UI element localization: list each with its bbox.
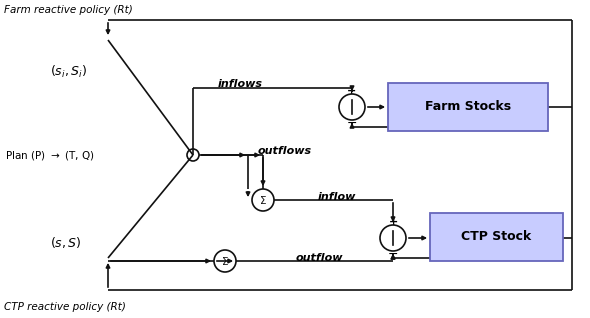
Text: CTP Stock: CTP Stock xyxy=(461,231,532,244)
Text: $(s_i, S_i)$: $(s_i, S_i)$ xyxy=(50,64,87,80)
Text: CTP reactive policy (Rt): CTP reactive policy (Rt) xyxy=(4,302,126,312)
Text: outflows: outflows xyxy=(258,146,312,156)
Text: $\Sigma$: $\Sigma$ xyxy=(259,194,267,206)
Text: outflow: outflow xyxy=(296,253,343,263)
Text: +: + xyxy=(348,86,356,96)
Text: Farm Stocks: Farm Stocks xyxy=(425,100,511,114)
Text: +: + xyxy=(388,217,398,227)
Text: −: − xyxy=(347,116,358,129)
Text: $\Sigma$: $\Sigma$ xyxy=(221,255,229,267)
Text: inflow: inflow xyxy=(318,192,356,202)
Text: Farm reactive policy (Rt): Farm reactive policy (Rt) xyxy=(4,5,133,15)
Text: Plan (P) $\rightarrow$ (T, Q): Plan (P) $\rightarrow$ (T, Q) xyxy=(5,149,94,162)
Text: inflows: inflows xyxy=(218,79,263,89)
Text: −: − xyxy=(388,247,398,260)
FancyBboxPatch shape xyxy=(388,83,548,131)
FancyBboxPatch shape xyxy=(430,213,563,261)
Text: $(s, S)$: $(s, S)$ xyxy=(50,234,81,250)
